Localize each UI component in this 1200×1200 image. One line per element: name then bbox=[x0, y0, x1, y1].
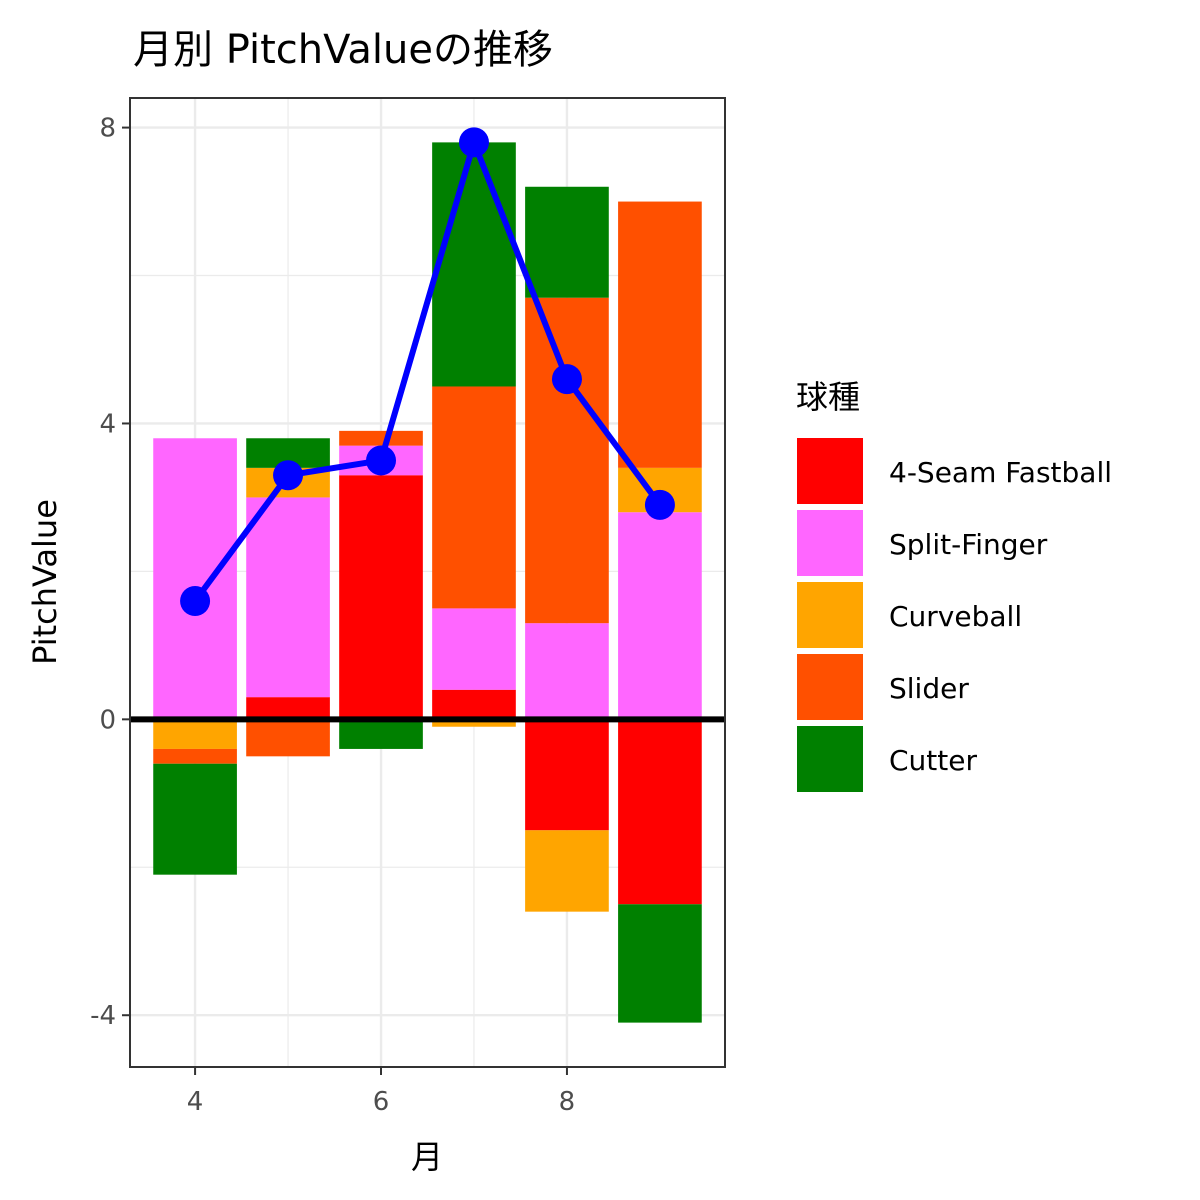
bar-segment bbox=[525, 719, 609, 831]
plot-border bbox=[129, 97, 726, 1068]
bar-segment bbox=[525, 830, 609, 912]
total-line-point bbox=[366, 445, 397, 476]
bar-segment bbox=[246, 719, 330, 757]
total-line-point bbox=[180, 585, 211, 616]
legend-key bbox=[797, 438, 863, 504]
bar-segment bbox=[153, 763, 237, 875]
bar-segment bbox=[618, 719, 702, 905]
legend-key bbox=[797, 510, 863, 576]
bars bbox=[153, 142, 702, 1023]
bar-segment bbox=[432, 386, 516, 609]
axes: -4 0 4 8 4 6 8 bbox=[90, 114, 575, 1117]
bar-segment bbox=[618, 904, 702, 1023]
bar-segment bbox=[432, 608, 516, 690]
y-tick-label: 4 bbox=[99, 409, 116, 439]
total-line-point bbox=[273, 460, 304, 491]
bar-segment bbox=[339, 719, 423, 749]
chart-title: 月別 PitchValueの推移 bbox=[133, 27, 553, 73]
bar-segment bbox=[432, 689, 516, 720]
total-line-point bbox=[551, 364, 582, 395]
bar-segment bbox=[153, 719, 237, 749]
y-tick-label: 8 bbox=[99, 114, 116, 144]
bar-segment bbox=[432, 719, 516, 727]
x-tick-label: 4 bbox=[187, 1087, 204, 1117]
bar-segment bbox=[618, 512, 702, 720]
bar-segment bbox=[339, 475, 423, 720]
legend-title: 球種 bbox=[796, 378, 860, 416]
y-tick-label: 0 bbox=[99, 705, 116, 735]
bar-segment bbox=[153, 438, 237, 720]
total-line-point bbox=[644, 489, 675, 520]
total-line bbox=[180, 127, 675, 616]
bar-segment bbox=[618, 201, 702, 468]
bar-segment bbox=[525, 186, 609, 298]
bar-segment bbox=[525, 623, 609, 720]
bar-segment bbox=[246, 697, 330, 720]
total-line-point bbox=[458, 127, 489, 158]
legend-key bbox=[797, 654, 863, 720]
y-axis-title: PitchValue bbox=[26, 499, 64, 665]
bar-segment bbox=[525, 297, 609, 624]
y-tick-label: -4 bbox=[90, 1001, 116, 1031]
bar-segment bbox=[432, 142, 516, 387]
bar-segment bbox=[339, 430, 423, 446]
bar-segment bbox=[153, 748, 237, 764]
legend-label: Slider bbox=[889, 672, 969, 705]
legend-label: Curveball bbox=[889, 600, 1022, 633]
total-line-path bbox=[192, 139, 663, 603]
x-axis-title: 月 bbox=[411, 1138, 443, 1176]
legend-label: Split-Finger bbox=[889, 528, 1048, 561]
legend-label: 4-Seam Fastball bbox=[889, 456, 1112, 489]
bar-segment bbox=[246, 497, 330, 698]
x-tick-label: 6 bbox=[373, 1087, 390, 1117]
x-tick-label: 8 bbox=[559, 1087, 576, 1117]
legend-key bbox=[797, 582, 863, 648]
legend-key bbox=[797, 726, 863, 792]
legend: 球種 4-Seam Fastball Split-Finger Curveball S… bbox=[796, 378, 1112, 792]
legend-label: Cutter bbox=[889, 744, 977, 777]
